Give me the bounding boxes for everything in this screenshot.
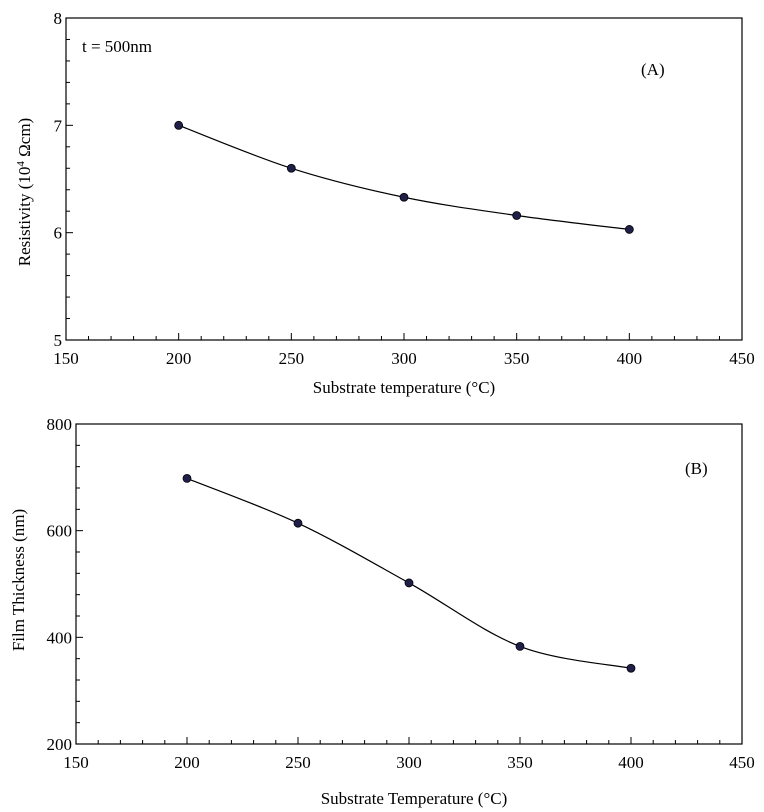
y-tick-labels-a: 5 6 7 8 bbox=[54, 9, 63, 350]
data-point bbox=[174, 120, 184, 130]
panel-a: 150 200 250 300 350 400 450 5 6 7 8 t = 500nm (A)… bbox=[15, 9, 755, 397]
data-point bbox=[399, 192, 409, 202]
series-line-b bbox=[186, 477, 632, 669]
x-tick-label: 150 bbox=[53, 349, 79, 368]
tick-marks-b bbox=[75, 423, 743, 745]
y-axis-label-a: Resistivity (104 Ωcm) bbox=[15, 118, 34, 266]
x-tick-labels-b: 150 200 250 300 350 400 450 bbox=[63, 753, 755, 772]
x-tick-label: 450 bbox=[729, 753, 755, 772]
x-tick-label: 300 bbox=[396, 753, 422, 772]
y-tick-label: 600 bbox=[47, 522, 73, 541]
x-tick-label: 250 bbox=[279, 349, 305, 368]
data-point bbox=[404, 578, 414, 588]
series-points-b bbox=[182, 473, 636, 673]
y-axis-label-b: Film Thickness (nm) bbox=[9, 509, 28, 651]
x-tick-label: 350 bbox=[507, 753, 533, 772]
data-point bbox=[293, 518, 303, 528]
x-axis-label-b: Substrate Temperature (°C) bbox=[321, 789, 508, 808]
series-points-a bbox=[174, 120, 634, 234]
data-point bbox=[624, 225, 634, 234]
y-tick-labels-b: 200 400 600 800 bbox=[47, 415, 73, 754]
data-point bbox=[515, 642, 525, 651]
y-tick-label: 400 bbox=[47, 628, 73, 647]
y-tick-label: 800 bbox=[47, 415, 73, 434]
data-point bbox=[182, 473, 192, 483]
tick-marks-a bbox=[65, 17, 743, 341]
y-tick-label: 200 bbox=[47, 735, 73, 754]
y-tick-label: 7 bbox=[54, 116, 63, 135]
y-axis-label-a-exponent: 4 bbox=[15, 161, 27, 167]
data-point bbox=[512, 211, 522, 220]
x-tick-labels-a: 150 200 250 300 350 400 450 bbox=[53, 349, 755, 368]
x-tick-label: 350 bbox=[504, 349, 530, 368]
x-tick-label: 200 bbox=[174, 753, 200, 772]
annotation-thickness: t = 500nm bbox=[82, 37, 152, 56]
x-tick-label: 200 bbox=[166, 349, 192, 368]
y-tick-label: 6 bbox=[54, 224, 63, 243]
data-point bbox=[286, 163, 296, 173]
x-axis-label-a: Substrate temperature (°C) bbox=[313, 378, 495, 397]
x-tick-label: 250 bbox=[285, 753, 311, 772]
x-tick-label: 450 bbox=[729, 349, 755, 368]
x-tick-label: 400 bbox=[618, 753, 644, 772]
y-tick-label: 5 bbox=[54, 331, 63, 350]
data-point bbox=[626, 663, 636, 673]
panel-label-a: (A) bbox=[641, 60, 665, 79]
x-tick-label: 400 bbox=[617, 349, 643, 368]
x-tick-label: 150 bbox=[63, 753, 89, 772]
series-line-a bbox=[178, 124, 630, 231]
y-tick-label: 8 bbox=[54, 9, 63, 28]
x-tick-label: 300 bbox=[391, 349, 417, 368]
panel-label-b: (B) bbox=[685, 459, 708, 478]
